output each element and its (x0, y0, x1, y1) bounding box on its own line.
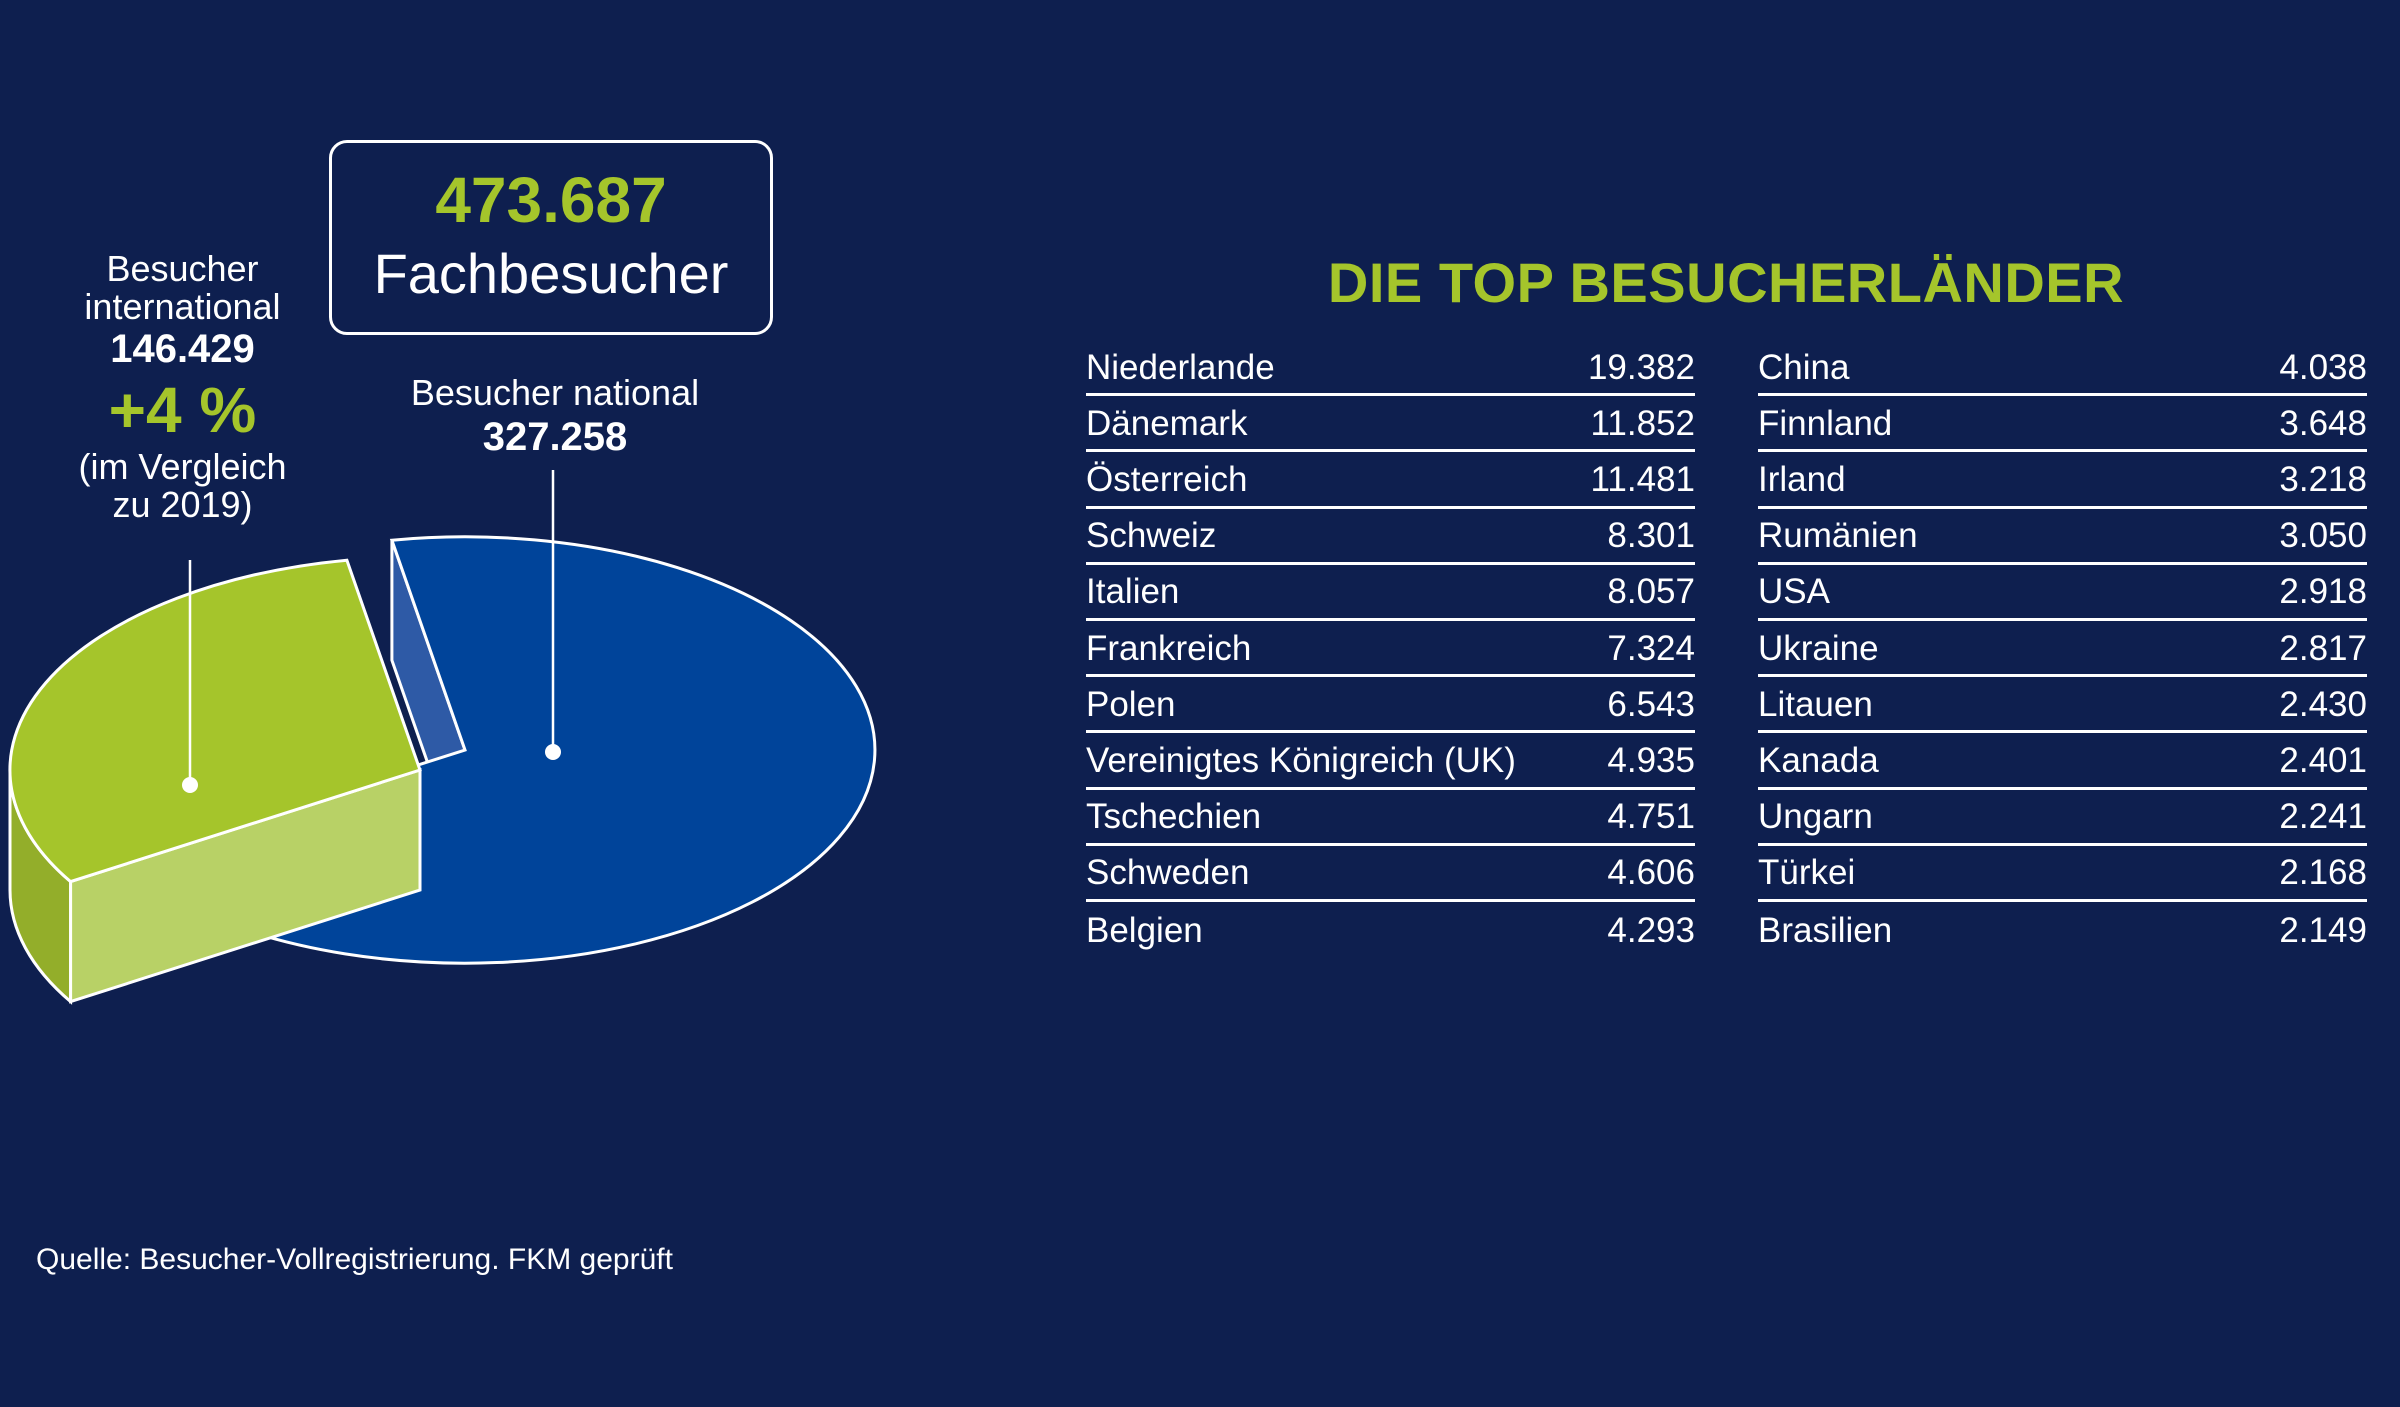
country-value: 11.481 (1590, 459, 1695, 499)
country-row: USA 2.918 (1758, 565, 2367, 621)
source-note: Quelle: Besucher-Vollregistrierung. FKM … (36, 1243, 673, 1276)
country-name: Brasilien (1758, 910, 1893, 950)
international-visitors-label: Besucher international (84, 248, 281, 327)
country-name: Niederlande (1086, 347, 1275, 387)
international-visitors-note-line2: zu 2019) (112, 484, 253, 525)
country-row: Frankreich 7.324 (1086, 621, 1695, 678)
country-name: Tschechien (1086, 797, 1262, 837)
country-value: 4.751 (1607, 797, 1695, 837)
country-name: Finnland (1758, 403, 1893, 443)
visitor-pie-chart (8, 470, 877, 1005)
country-name: Rumänien (1758, 516, 1918, 556)
country-name: Schweiz (1086, 516, 1217, 556)
country-value: 4.293 (1607, 910, 1695, 950)
country-value: 3.218 (2279, 459, 2367, 499)
country-row: Österreich 11.481 (1086, 452, 1695, 509)
country-row: Rumänien 3.050 (1758, 509, 2367, 565)
leader-dot-national (545, 744, 561, 760)
country-name: Ukraine (1758, 628, 1879, 668)
country-name: China (1758, 347, 1850, 387)
country-name: Belgien (1086, 910, 1203, 950)
country-value: 7.324 (1607, 628, 1695, 668)
country-name: Irland (1758, 459, 1846, 499)
country-row: China 4.038 (1758, 340, 2367, 397)
total-visitors-box: 473.687 Fachbesucher (329, 140, 773, 335)
country-value: 2.817 (2279, 628, 2367, 668)
country-name: Vereinigtes Königreich (UK) (1086, 740, 1516, 780)
country-row: Türkei 2.168 (1758, 846, 2367, 902)
country-name: USA (1758, 572, 1830, 612)
country-value: 3.050 (2279, 516, 2367, 556)
country-row: Kanada 2.401 (1758, 733, 2367, 790)
country-name: Kanada (1758, 740, 1879, 780)
country-row: Irland 3.218 (1758, 452, 2367, 509)
country-row: Niederlande 19.382 (1086, 340, 1695, 397)
country-row: Dänemark 11.852 (1086, 396, 1695, 453)
national-visitors-value: 327.258 (482, 415, 628, 459)
total-visitors-label: Fachbesucher (373, 242, 729, 305)
country-value: 6.543 (1607, 684, 1695, 724)
international-visitors-label-block: Besucher international 146.429 +4 % (im … (40, 250, 325, 524)
country-value: 4.038 (2279, 347, 2367, 387)
country-row: Polen 6.543 (1086, 677, 1695, 734)
country-name: Dänemark (1086, 403, 1248, 443)
country-value: 4.935 (1607, 740, 1695, 780)
country-value: 8.301 (1607, 516, 1695, 556)
international-visitors-value: 146.429 (110, 327, 255, 371)
country-row: Belgien 4.293 (1086, 902, 1695, 958)
country-row: Ungarn 2.241 (1758, 790, 2367, 846)
country-name: Polen (1086, 684, 1176, 724)
country-row: Schweden 4.606 (1086, 846, 1695, 902)
country-name: Litauen (1758, 684, 1873, 724)
country-name: Türkei (1758, 853, 1856, 893)
pie-slice-international (8, 558, 422, 1005)
leader-dot-international (182, 777, 198, 793)
country-value: 2.168 (2279, 853, 2367, 893)
national-visitors-label: Besucher national (410, 372, 700, 413)
countries-column-right: China 4.038 Finnland 3.648 Irland 3.218 Rumäni… (1758, 340, 2367, 958)
country-row: Finnland 3.648 (1758, 396, 2367, 453)
country-name: Österreich (1086, 459, 1248, 499)
country-value: 2.401 (2279, 740, 2367, 780)
country-value: 4.606 (1607, 853, 1695, 893)
country-name: Frankreich (1086, 628, 1252, 668)
countries-column-left: Niederlande 19.382 Dänemark 11.852 Österreic… (1086, 340, 1695, 958)
country-name: Schweden (1086, 853, 1250, 893)
country-name: Ungarn (1758, 797, 1873, 837)
country-value: 2.918 (2279, 572, 2367, 612)
national-visitors-label-block: Besucher national 327.258 (395, 372, 715, 460)
country-row: Tschechien 4.751 (1086, 790, 1695, 846)
country-row: Litauen 2.430 (1758, 677, 2367, 734)
country-row: Italien 8.057 (1086, 565, 1695, 621)
total-visitors-value: 473.687 (435, 164, 667, 236)
country-row: Brasilien 2.149 (1758, 902, 2367, 958)
country-value: 2.430 (2279, 684, 2367, 724)
pie-leader-lines (182, 470, 561, 793)
country-value: 3.648 (2279, 403, 2367, 443)
top-countries-title: DIE TOP BESUCHERLÄNDER (1327, 251, 2125, 314)
country-value: 11.852 (1590, 403, 1695, 443)
country-row: Ukraine 2.817 (1758, 621, 2367, 678)
country-value: 2.149 (2279, 910, 2367, 950)
country-value: 19.382 (1587, 347, 1695, 387)
international-visitors-note-line1: (im Vergleich (78, 446, 287, 487)
country-value: 2.241 (2279, 797, 2367, 837)
pie-top-international (8, 558, 422, 884)
country-row: Schweiz 8.301 (1086, 509, 1695, 565)
country-name: Italien (1086, 572, 1180, 612)
country-value: 8.057 (1607, 572, 1695, 612)
international-visitors-change: +4 % (108, 374, 257, 446)
country-row: Vereinigtes Königreich (UK) 4.935 (1086, 733, 1695, 790)
